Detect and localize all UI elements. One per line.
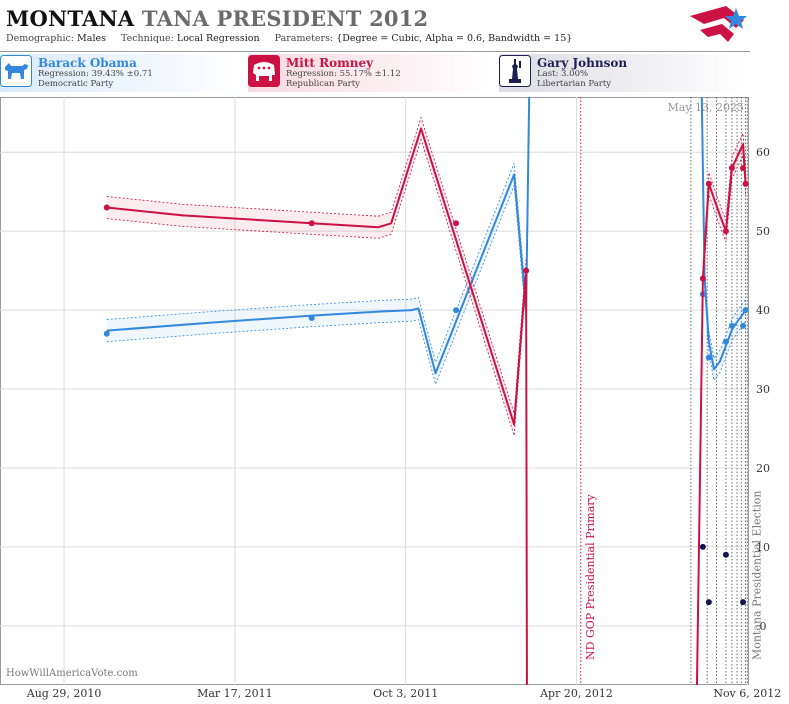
confidence-bound (702, 155, 746, 290)
candidate-party: Libertarian Party (537, 79, 612, 89)
confidence-band (702, 133, 746, 290)
legend-obama: Barack Obama Regression: 39.43% ±0.71 De… (0, 54, 245, 92)
title-state: MONTANA (6, 6, 135, 31)
candidate-stat: Regression: 55.17% ±1.12 (286, 69, 401, 79)
candidate-name: Gary Johnson (537, 56, 628, 70)
candidate-name: Barack Obama (38, 56, 137, 70)
confidence-band (704, 267, 746, 381)
plot-frame (0, 97, 749, 685)
data-point (103, 204, 110, 211)
series-line (106, 97, 531, 375)
x-tick-label: Oct 3, 2011 (373, 687, 438, 700)
data-point (740, 322, 747, 329)
data-point (523, 267, 530, 274)
data-point (740, 165, 747, 172)
data-point (699, 543, 706, 550)
data-point (728, 322, 735, 329)
data-point (308, 314, 315, 321)
data-point (308, 220, 315, 227)
data-point (705, 599, 712, 606)
x-tick-label: Apr 20, 2012 (539, 687, 613, 700)
data-point (705, 354, 712, 361)
confidence-bound (704, 289, 746, 382)
site-logo-icon (690, 6, 747, 42)
data-point (705, 180, 712, 187)
chart-header: MONTANA TANA PRESIDENT 2012 Demographic:… (0, 0, 789, 96)
event-label: ND GOP Presidential Primary (584, 493, 597, 660)
event-label: Montana Presidential Election (750, 491, 763, 660)
y-tick-label: 60 (756, 146, 770, 159)
data-point (722, 228, 729, 235)
demographic-value: Males (77, 33, 106, 44)
site-watermark: HowWillAmericaVote.com (6, 668, 138, 679)
data-point (453, 220, 460, 227)
data-point (453, 307, 460, 314)
data-point (699, 275, 706, 282)
y-tick-label: 20 (756, 462, 770, 475)
technique-label: Technique: (121, 33, 174, 44)
data-point (103, 330, 110, 337)
parameters-value: {Degree = Cubic, Alpha = 0.6, Bandwidth … (336, 33, 573, 44)
y-tick-label: 10 (756, 541, 770, 554)
candidate-party: Republican Party (286, 79, 360, 89)
candidate-stat: Last: 3.00% (537, 69, 589, 79)
data-point (742, 180, 749, 187)
technique-value: Local Regression (176, 33, 260, 44)
series-line (700, 97, 747, 371)
title-race: TANA PRESIDENT 2012 (141, 6, 429, 31)
confidence-bound (704, 267, 746, 360)
y-tick-label: 50 (756, 225, 770, 238)
confidence-bound (702, 133, 746, 268)
series-group (103, 97, 749, 685)
parameters-label: Parameters: (274, 33, 334, 44)
confidence-bound (106, 116, 527, 414)
y-tick-label: 0 (760, 620, 767, 633)
legend-johnson: Gary Johnson Last: 3.00% Libertarian Par… (499, 54, 749, 92)
series-line (695, 143, 747, 685)
chart-date-label: May 13, 2025 (667, 101, 744, 114)
confidence-bound (106, 163, 527, 364)
x-tick-label: Mar 17, 2011 (197, 687, 273, 700)
y-tick-label: 40 (756, 304, 770, 317)
data-point (722, 338, 729, 345)
x-tick-label: Nov 6, 2012 (713, 687, 781, 700)
data-point (722, 551, 729, 558)
confidence-band (106, 163, 527, 385)
confidence-band (106, 117, 527, 436)
parameters-line: Demographic: Males Technique: Local Regr… (6, 33, 572, 44)
donkey-icon (0, 55, 32, 87)
data-point (742, 307, 749, 314)
x-tick-label: Aug 29, 2010 (26, 687, 102, 700)
elephant-icon (248, 55, 280, 87)
confidence-bound (106, 138, 527, 436)
data-point (740, 599, 747, 606)
data-point (728, 165, 735, 172)
header-divider (0, 51, 750, 52)
candidate-party: Democratic Party (38, 79, 114, 89)
demographic-label: Demographic: (6, 33, 75, 44)
candidate-name: Mitt Romney (286, 56, 374, 70)
confidence-bound (106, 185, 527, 386)
legend-romney: Mitt Romney Regression: 55.17% ±1.12 Rep… (248, 54, 496, 92)
y-tick-label: 30 (756, 383, 770, 396)
statue-of-liberty-icon (499, 55, 531, 87)
chart-title: MONTANA TANA PRESIDENT 2012 (6, 6, 428, 31)
candidate-stat: Regression: 39.43% ±0.71 (38, 69, 153, 79)
series-line (106, 127, 528, 685)
